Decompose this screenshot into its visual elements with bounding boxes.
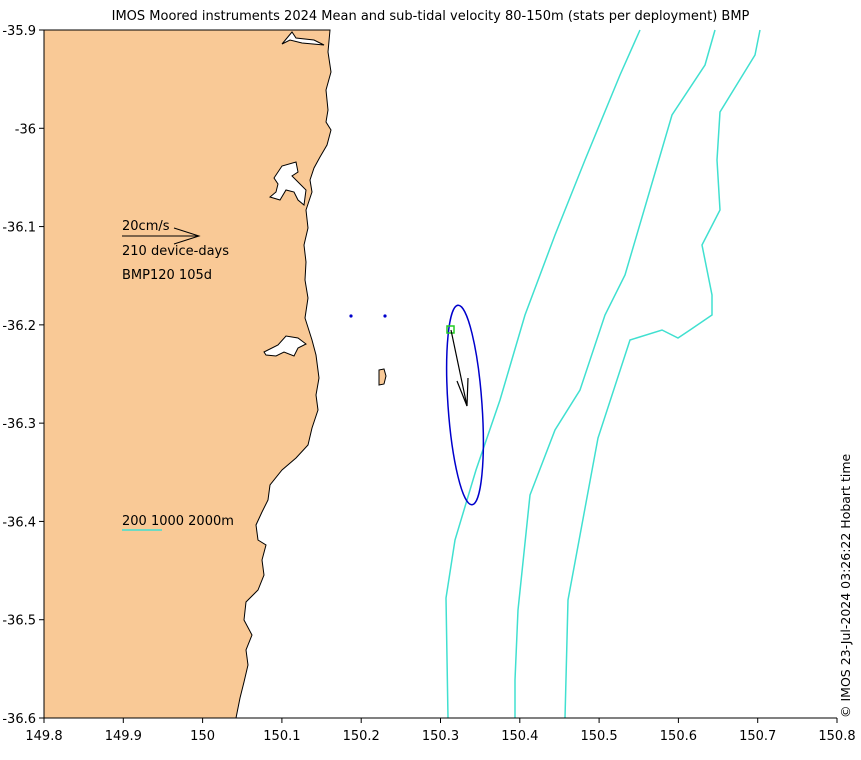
mooring-marker [446,325,455,334]
mean-velocity-arrow [450,329,469,407]
x-tick-label: 150.5 [580,729,617,744]
device-days-label: 210 device-days [122,244,229,259]
y-tick-label: -36.4 [2,515,36,530]
inlet-north [281,31,325,46]
scale-label: 20cm/s [122,219,170,234]
isobaths [445,29,761,719]
plot-area: 20cm/s 210 device-days BMP120 105d 200 1… [43,29,837,719]
chart-title: IMOS Moored instruments 2024 Mean and su… [111,9,750,24]
x-tick-label: 150.6 [660,729,697,744]
velocity-variance-ellipse [445,304,485,506]
y-tick-label: -36.2 [2,319,36,334]
x-tick-label: 149.9 [105,729,142,744]
x-tick-label: 150.2 [343,729,380,744]
y-tick-label: -36.1 [2,221,36,236]
x-tick-label: 150.8 [818,729,855,744]
scale-legend: 20cm/s 210 device-days BMP120 105d [122,219,229,283]
mooring-dot [383,314,387,318]
x-tick-label: 150.3 [422,729,459,744]
y-tick-label: -36.6 [2,712,36,727]
inlet-south [263,335,307,357]
isobath-200m [445,29,641,719]
credit-text: © IMOS 23-Jul-2024 03:26:22 Hobart time [838,453,853,718]
y-tick-label: -36.5 [2,614,36,629]
isobath-2000m [564,29,761,719]
y-tick-label: -36.3 [2,417,36,432]
y-axis-ticks: -35.9 -36 -36.1 -36.2 -36.3 -36.4 -36.5 -36.6 [2,24,44,727]
x-tick-label: 150 [190,729,215,744]
isobath-1000m [514,29,716,718]
x-tick-label: 150.7 [739,729,776,744]
x-tick-label: 150.1 [263,729,300,744]
mooring-dot [349,314,353,318]
x-tick-label: 149.8 [25,729,62,744]
isobath-legend: 200 1000 2000m [122,514,234,531]
x-axis-ticks: 149.8 149.9 150 150.1 150.2 150.3 150.4 150.5 15… [25,718,856,744]
isobath-legend-label: 200 1000 2000m [122,514,234,529]
inlet-middle [268,161,307,206]
y-tick-label: -36 [15,122,36,137]
y-tick-label: -35.9 [2,24,36,39]
x-tick-label: 150.4 [501,729,538,744]
land-mass [43,29,332,719]
deployment-label: BMP120 105d [122,268,212,283]
island [378,368,387,386]
